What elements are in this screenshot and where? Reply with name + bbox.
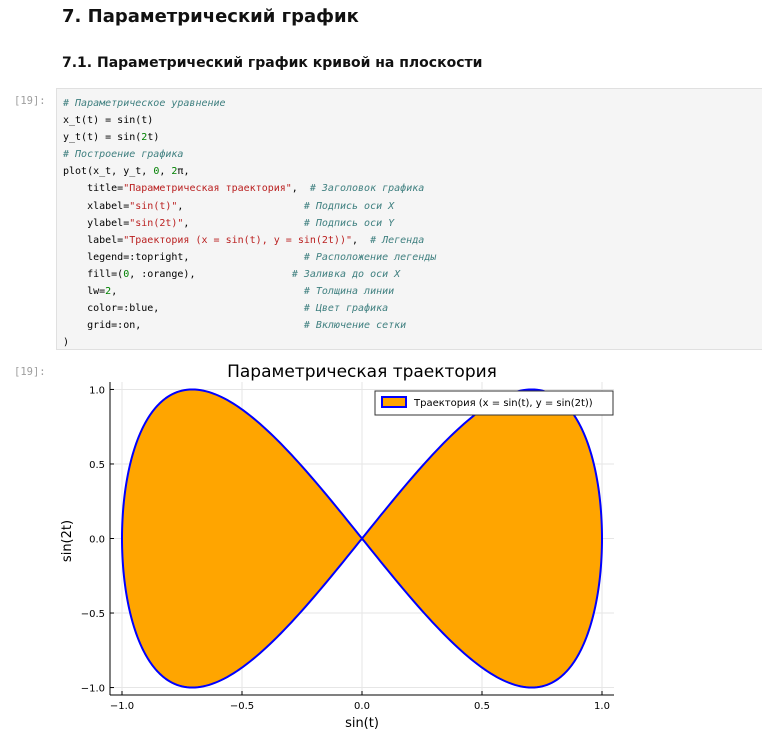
y-tick-label: −1.0: [81, 684, 105, 695]
tick-labels: −1.0 −0.5 0.0 0.5 1.0 −1.0 −0.5 0.0 0.5 1.0: [81, 385, 610, 712]
subsection-heading: 7.1. Параметрический график кривой на пл…: [62, 55, 483, 71]
x-tick-label: −1.0: [110, 701, 134, 712]
legend-box: [374, 390, 614, 416]
plot-output: −1.0 −0.5 0.0 0.5 1.0 −1.0 −0.5 0.0 0.5 1.0 Парам…: [54, 355, 624, 744]
code-line: # Параметрическое уравнение: [63, 98, 226, 109]
y-tick-label: 0.5: [89, 460, 105, 471]
input-prompt: [19]:: [14, 95, 46, 107]
code-editor[interactable]: # Параметрическое уравнение x_t(t) = sin…: [63, 95, 436, 351]
y-tick-label: 0.0: [89, 535, 105, 546]
x-tick-label: 1.0: [594, 701, 610, 712]
code-line: xlabel="sin(t)", # Подпись оси X: [63, 200, 395, 212]
legend: Траектория (x = sin(t), y = sin(2t)): [374, 390, 614, 416]
parametric-chart: −1.0 −0.5 0.0 0.5 1.0 −1.0 −0.5 0.0 0.5 1.0 Парам…: [60, 362, 614, 731]
code-line: plot(x_t, y_t, 0, 2π,: [63, 166, 190, 178]
code-line: label="Траектория (x = sin(t), y = sin(2…: [63, 234, 425, 246]
code-line: title="Параметрическая траектория", # За…: [63, 183, 425, 195]
code-line: ylabel="sin(2t)", # Подпись оси Y: [63, 217, 395, 229]
code-line: fill=(0, :orange), # Заливка до оси X: [63, 268, 401, 280]
section-heading: 7. Параметрический график: [62, 6, 359, 27]
y-axis-label: sin(2t): [60, 520, 75, 562]
x-tick-label: −0.5: [230, 701, 254, 712]
output-prompt: [19]:: [14, 366, 46, 378]
x-tick-label: 0.5: [474, 701, 490, 712]
code-line: y_t(t) = sin(2t): [63, 132, 160, 144]
code-line: color=:blue, # Цвет графика: [63, 303, 389, 315]
legend-label: Траектория (x = sin(t), y = sin(2t)): [413, 398, 593, 409]
code-line: grid=:on, # Включение сетки: [63, 320, 407, 332]
legend-swatch: [381, 396, 407, 408]
code-line: legend=:topright, # Расположение легенды: [63, 251, 437, 263]
x-tick-label: 0.0: [354, 701, 370, 712]
x-axis-label: sin(t): [345, 716, 379, 731]
code-line: x_t(t) = sin(t): [63, 115, 154, 127]
code-cell[interactable]: # Параметрическое уравнение x_t(t) = sin…: [56, 88, 762, 350]
code-line: ): [63, 337, 70, 349]
y-tick-label: 1.0: [89, 385, 105, 396]
chart-title: Параметрическая траектория: [227, 362, 497, 382]
y-tick-label: −0.5: [81, 609, 105, 620]
code-line: lw=2, # Толщина линии: [63, 286, 395, 298]
code-line: # Построение графика: [63, 149, 184, 161]
